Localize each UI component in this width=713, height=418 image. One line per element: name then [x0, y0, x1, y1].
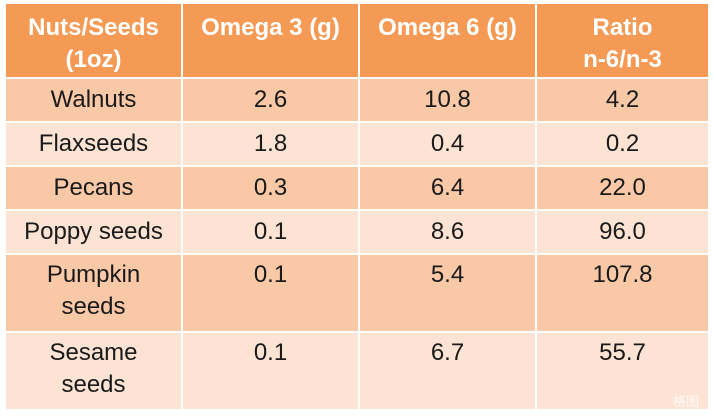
cell-name: Pecans — [6, 166, 183, 211]
header-omega3: Omega 3 (g) — [182, 4, 360, 79]
cell-name: Walnuts — [6, 78, 183, 123]
cell-omega3: 0.1 — [182, 332, 360, 411]
cell-omega6: 5.4 — [359, 254, 537, 333]
cell-name-line1: Walnuts — [50, 86, 137, 113]
header-ratio: Ratio n-6/n-3 — [536, 4, 708, 79]
cell-omega3: 0.1 — [182, 254, 360, 333]
cell-omega6: 10.8 — [359, 78, 537, 123]
header-nuts-seeds: Nuts/Seeds (1oz) — [6, 4, 183, 79]
cell-name-line1: Pumpkin — [46, 261, 141, 288]
cell-ratio: 55.7 — [536, 332, 708, 411]
omega-ratio-table: Nuts/Seeds (1oz) Omega 3 (g) Omega 6 (g)… — [6, 4, 708, 411]
table-row: Pumpkin seeds 0.1 5.4 107.8 — [6, 254, 708, 333]
cell-omega3: 2.6 — [182, 78, 360, 123]
cell-ratio: 0.2 — [536, 122, 708, 167]
cell-name-line1: Flaxseeds — [38, 130, 149, 157]
watermark-text: 格图 — [672, 395, 699, 410]
cell-name: Flaxseeds — [6, 122, 183, 167]
cell-ratio: 96.0 — [536, 210, 708, 255]
header-nuts-seeds-line2: (1oz) — [65, 46, 122, 73]
cell-name-line1: Pecans — [53, 174, 134, 201]
cell-omega6: 6.4 — [359, 166, 537, 211]
table-header-row: Nuts/Seeds (1oz) Omega 3 (g) Omega 6 (g)… — [6, 4, 708, 79]
cell-omega3: 0.1 — [182, 210, 360, 255]
cell-name-line1: Sesame — [49, 339, 138, 366]
header-nuts-seeds-line1: Nuts/Seeds — [28, 14, 159, 41]
cell-name-line1: Poppy seeds — [24, 218, 163, 245]
table-row: Flaxseeds 1.8 0.4 0.2 — [6, 122, 708, 167]
cell-omega6: 8.6 — [359, 210, 537, 255]
table-row: Sesame seeds 0.1 6.7 55.7 — [6, 332, 708, 411]
cell-omega6: 6.7 — [359, 332, 537, 411]
header-omega3-label: Omega 3 (g) — [201, 14, 340, 41]
cell-omega3: 1.8 — [182, 122, 360, 167]
table-row: Poppy seeds 0.1 8.6 96.0 — [6, 210, 708, 255]
table-row: Walnuts 2.6 10.8 4.2 — [6, 78, 708, 123]
nutrition-table-container: Nuts/Seeds (1oz) Omega 3 (g) Omega 6 (g)… — [6, 4, 708, 411]
cell-omega3: 0.3 — [182, 166, 360, 211]
cell-ratio: 4.2 — [536, 78, 708, 123]
cell-name: Poppy seeds — [6, 210, 183, 255]
header-omega6: Omega 6 (g) — [359, 4, 537, 79]
cell-name: Pumpkin seeds — [6, 254, 183, 333]
header-ratio-line1: Ratio — [592, 14, 653, 41]
cell-ratio: 107.8 — [536, 254, 708, 333]
cell-name-line2: seeds — [61, 293, 126, 320]
cell-name-line2: seeds — [61, 371, 126, 398]
cell-omega6: 0.4 — [359, 122, 537, 167]
header-ratio-line2: n-6/n-3 — [583, 46, 662, 73]
table-row: Pecans 0.3 6.4 22.0 — [6, 166, 708, 211]
header-omega6-label: Omega 6 (g) — [378, 14, 517, 41]
cell-name: Sesame seeds — [6, 332, 183, 411]
cell-ratio: 22.0 — [536, 166, 708, 211]
